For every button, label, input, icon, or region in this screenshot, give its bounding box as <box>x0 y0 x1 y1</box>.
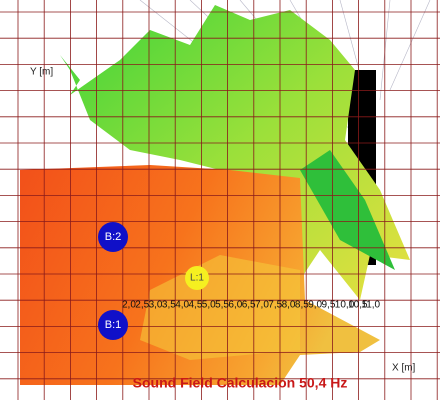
x-scale-label: 7,0 <box>255 300 269 311</box>
x-scale-label: 9,0 <box>308 300 322 311</box>
x-scale-label: 5,0 <box>202 300 216 311</box>
x-scale-label: 11,0 <box>361 300 380 311</box>
green-field <box>60 5 410 300</box>
y-axis-label: Y [m] <box>30 67 53 78</box>
x-scale-label: 4,5 <box>189 300 203 311</box>
x-scale-label: 8,5 <box>295 300 309 311</box>
x-scale-label: 3,5 <box>162 300 176 311</box>
source-label: B:1 <box>105 319 122 331</box>
x-scale-label: 9,5 <box>322 300 336 311</box>
listener-marker <box>185 266 209 290</box>
x-scale-label: 10,0 <box>335 300 355 311</box>
title: Sound Field Calculacion 50,4 Hz <box>133 375 348 391</box>
x-scale-label: 10,5 <box>348 300 368 311</box>
x-scale-label: 6,0 <box>228 300 242 311</box>
x-axis-label: X [m] <box>392 363 416 374</box>
x-scale-label: 8,0 <box>282 300 296 311</box>
hot-spot <box>140 255 300 360</box>
listener-label: L:1 <box>190 273 204 284</box>
x-scale-label: 6,5 <box>242 300 256 311</box>
x-scale-label: 4,0 <box>175 300 189 311</box>
source-marker <box>98 310 128 340</box>
source-label: B:2 <box>105 231 122 243</box>
x-scale-label: 5,5 <box>215 300 229 311</box>
x-scale-label: 2,0 <box>122 300 136 311</box>
source-marker <box>98 222 128 252</box>
x-scale-label: 3,0 <box>149 300 163 311</box>
x-scale-label: 7,5 <box>268 300 282 311</box>
x-scale-label: 2,5 <box>135 300 149 311</box>
